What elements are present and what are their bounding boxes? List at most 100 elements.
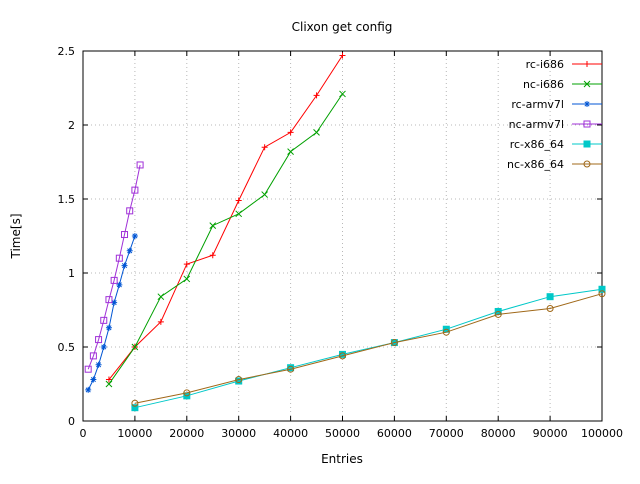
x-tick-label: 30000 xyxy=(221,427,256,440)
marker-asterisk xyxy=(85,386,92,393)
marker-square-open xyxy=(583,120,591,128)
marker-cross xyxy=(583,80,591,88)
marker-cross xyxy=(157,293,165,301)
marker-circle-open xyxy=(442,328,450,336)
marker-cross xyxy=(105,380,113,388)
marker-circle-open xyxy=(183,389,191,397)
marker-square-open xyxy=(95,336,103,344)
marker-circle-open xyxy=(598,290,606,298)
y-tick-label: 2 xyxy=(68,119,75,132)
marker-asterisk xyxy=(131,233,138,239)
marker-plus xyxy=(235,197,242,204)
marker-circle-open xyxy=(235,376,243,384)
marker-asterisk xyxy=(100,344,107,350)
marker-plus xyxy=(183,261,190,268)
x-tick-label: 20000 xyxy=(169,427,204,440)
marker-asterisk xyxy=(116,281,123,288)
marker-square-filled xyxy=(131,404,139,412)
marker-square-open xyxy=(110,276,118,284)
legend-label: rc-i686 xyxy=(526,58,564,71)
x-tick-label: 70000 xyxy=(429,427,464,440)
marker-circle-open xyxy=(583,160,591,168)
marker-cross xyxy=(131,343,139,351)
legend-label: rc-x86_64 xyxy=(510,138,564,151)
y-tick-label: 0 xyxy=(68,415,75,428)
marker-cross xyxy=(183,275,191,283)
marker-square-open xyxy=(89,352,97,360)
x-tick-label: 50000 xyxy=(325,427,360,440)
marker-circle-open xyxy=(339,352,346,360)
series-line-nc-x86_64 xyxy=(134,293,603,404)
marker-plus xyxy=(105,376,112,383)
legend-item-rc-x86_64: rc-x86_64 xyxy=(510,138,602,151)
marker-cross xyxy=(261,191,269,198)
x-tick-label: 40000 xyxy=(273,427,308,440)
marker-asterisk xyxy=(105,324,112,331)
legend-item-rc-i686: rc-i686 xyxy=(526,58,602,71)
marker-asterisk xyxy=(584,101,590,107)
legend-item-rc-armv7l: rc-armv7l xyxy=(511,98,602,111)
legend-label: nc-x86_64 xyxy=(507,158,564,171)
series-line-rc-i686 xyxy=(108,55,343,380)
x-tick-label: 60000 xyxy=(377,427,412,440)
marker-asterisk xyxy=(126,247,133,254)
x-tick-label: 0 xyxy=(80,427,87,440)
x-axis-label: Entries xyxy=(321,452,363,466)
chart-title: Clixon get config xyxy=(292,20,393,34)
marker-cross xyxy=(339,90,346,98)
series-line-rc-armv7l xyxy=(87,235,136,391)
marker-cross xyxy=(287,148,294,155)
marker-circle-open xyxy=(546,305,554,313)
marker-plus xyxy=(287,129,294,136)
marker-cross xyxy=(313,129,320,136)
marker-cross xyxy=(235,210,243,218)
marker-circle-open xyxy=(287,365,295,373)
y-tick-label: 0.5 xyxy=(58,341,76,354)
marker-plus xyxy=(584,61,590,67)
x-tick-label: 80000 xyxy=(481,427,516,440)
series-line-nc-i686 xyxy=(108,93,343,385)
marker-plus xyxy=(339,52,346,59)
marker-square-open xyxy=(115,254,123,262)
marker-square-filled xyxy=(583,140,591,148)
marker-square-open xyxy=(126,207,134,215)
marker-square-open xyxy=(121,231,129,239)
y-tick-label: 2.5 xyxy=(58,45,76,58)
marker-circle-open xyxy=(390,339,398,347)
series-line-nc-armv7l xyxy=(87,164,141,370)
y-tick-label: 1 xyxy=(68,267,75,280)
marker-asterisk xyxy=(95,361,102,368)
legend: rc-i686 nc-i686 rc-armv7l nc-armv7l rc-x86_6… xyxy=(507,58,602,171)
marker-circle-open xyxy=(494,310,502,318)
marker-square-filled xyxy=(598,285,606,293)
legend-item-nc-i686: nc-i686 xyxy=(523,78,602,91)
marker-plus xyxy=(157,318,164,325)
legend-label: nc-i686 xyxy=(523,78,564,91)
series-layer xyxy=(84,52,606,412)
marker-square-open xyxy=(100,316,108,324)
marker-square-filled xyxy=(546,293,554,301)
ticks-layer: 0 10000 20000 30000 40000 50000 60000 70000 8000… xyxy=(58,45,624,440)
marker-square-open xyxy=(136,161,144,169)
marker-square-open xyxy=(131,186,139,194)
legend-label: nc-armv7l xyxy=(509,118,564,131)
legend-label: rc-armv7l xyxy=(511,98,564,111)
marker-square-open xyxy=(105,296,113,304)
marker-cross xyxy=(209,222,217,229)
legend-item-nc-armv7l: nc-armv7l xyxy=(509,118,602,131)
marker-plus xyxy=(209,252,216,259)
y-tick-label: 1.5 xyxy=(58,193,76,206)
legend-item-nc-x86_64: nc-x86_64 xyxy=(507,158,602,171)
x-tick-label: 100000 xyxy=(581,427,623,440)
y-axis-label: Time[s] xyxy=(9,214,23,260)
marker-plus xyxy=(261,144,268,151)
marker-square-open xyxy=(84,365,92,373)
x-tick-label: 10000 xyxy=(117,427,152,440)
marker-circle-open xyxy=(131,399,139,407)
marker-plus xyxy=(313,92,320,99)
marker-asterisk xyxy=(121,262,128,269)
series-line-rc-x86_64 xyxy=(134,288,603,409)
